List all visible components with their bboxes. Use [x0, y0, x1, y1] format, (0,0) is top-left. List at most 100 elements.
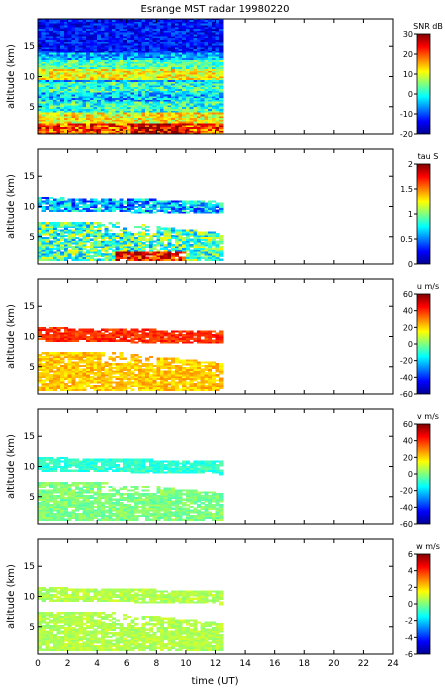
- heatmap-cell: [211, 92, 216, 95]
- heatmap-cell: [167, 204, 172, 207]
- heatmap-cell: [160, 123, 165, 126]
- heatmap-cell: [38, 39, 43, 42]
- heatmap-cell: [137, 88, 142, 91]
- heatmap-cell: [200, 35, 205, 39]
- heatmap-cell: [45, 45, 50, 48]
- heatmap-cell: [111, 21, 117, 24]
- heatmap-cell: [141, 106, 146, 109]
- heatmap-cell: [100, 253, 105, 256]
- heatmap-cell: [130, 50, 135, 53]
- heatmap-cell: [115, 330, 120, 333]
- heatmap-cell: [60, 196, 65, 200]
- heatmap-cell: [100, 234, 105, 238]
- heatmap-cell: [82, 368, 87, 371]
- heatmap-cell: [60, 45, 65, 48]
- heatmap-cell: [137, 61, 142, 64]
- heatmap-cell: [56, 330, 61, 333]
- heatmap-cell: [174, 108, 179, 111]
- heatmap-cell: [115, 32, 120, 35]
- heatmap-cell: [41, 46, 46, 50]
- heatmap-cell: [204, 249, 209, 252]
- heatmap-cell: [219, 41, 224, 44]
- heatmap-cell: [86, 128, 91, 131]
- heatmap-cell: [74, 366, 80, 369]
- heatmap-cell: [104, 30, 109, 33]
- heatmap-cell: [38, 132, 43, 134]
- heatmap-cell: [119, 334, 124, 337]
- heatmap-cell: [100, 55, 105, 59]
- heatmap-cell: [130, 238, 135, 241]
- heatmap-cell: [71, 75, 76, 79]
- heatmap-cell: [171, 57, 176, 60]
- heatmap-cell: [211, 48, 216, 51]
- heatmap-cell: [86, 126, 91, 129]
- heatmap-cell: [104, 90, 109, 93]
- heatmap-cell: [49, 330, 54, 333]
- heatmap-cell: [97, 30, 102, 33]
- heatmap-cell: [148, 50, 154, 53]
- heatmap-cell: [174, 247, 179, 250]
- heatmap-cell: [45, 46, 50, 50]
- heatmap-cell: [52, 108, 57, 111]
- heatmap-cell: [60, 326, 65, 330]
- heatmap-cell: [178, 90, 183, 93]
- heatmap-cell: [93, 54, 98, 57]
- heatmap-cell: [208, 65, 213, 68]
- heatmap-cell: [160, 227, 165, 230]
- heatmap-cell: [171, 61, 176, 64]
- heatmap-cell: [115, 332, 120, 335]
- heatmap-cell: [74, 108, 80, 111]
- heatmap-cell: [63, 119, 68, 122]
- heatmap-cell: [137, 94, 142, 97]
- heatmap-cell: [89, 79, 94, 82]
- heatmap-cell: [108, 23, 113, 26]
- heatmap-cell: [130, 106, 135, 109]
- heatmap-cell: [200, 88, 205, 91]
- heatmap-cell: [56, 50, 61, 53]
- heatmap-cell: [152, 245, 157, 249]
- heatmap-cell: [115, 225, 120, 229]
- heatmap-cell: [89, 97, 94, 100]
- heatmap-cell: [219, 108, 224, 111]
- heatmap-cell: [100, 95, 105, 99]
- heatmap-cell: [115, 115, 120, 119]
- heatmap-cell: [100, 84, 105, 88]
- heatmap-cell: [115, 35, 120, 39]
- heatmap-cell: [185, 81, 191, 84]
- heatmap-cell: [38, 37, 43, 40]
- heatmap-cell: [126, 104, 131, 108]
- heatmap-cell: [200, 46, 205, 50]
- heatmap-cell: [67, 75, 72, 79]
- heatmap-cell: [182, 74, 187, 77]
- heatmap-cell: [156, 25, 161, 28]
- heatmap-cell: [63, 204, 68, 207]
- heatmap-cell: [63, 23, 68, 26]
- heatmap-cell: [38, 256, 43, 259]
- heatmap-cell: [104, 32, 109, 35]
- heatmap-cell: [111, 25, 117, 28]
- heatmap-cell: [141, 104, 146, 108]
- heatmap-cell: [38, 366, 43, 369]
- heatmap-cell: [156, 121, 161, 124]
- heatmap-cell: [93, 66, 98, 70]
- heatmap-cell: [145, 21, 150, 24]
- heatmap-cell: [104, 25, 109, 28]
- heatmap-cell: [167, 112, 172, 115]
- heatmap-cell: [145, 233, 150, 236]
- heatmap-cell: [130, 37, 135, 40]
- heatmap-cell: [156, 204, 161, 207]
- heatmap-cell: [63, 234, 68, 238]
- heatmap-cell: [204, 231, 209, 234]
- heatmap-cell: [178, 130, 183, 133]
- heatmap-cell: [130, 30, 135, 33]
- heatmap-cell: [193, 233, 198, 236]
- heatmap-cell: [134, 55, 139, 59]
- heatmap-cell: [211, 86, 216, 90]
- heatmap-cell: [63, 117, 68, 120]
- heatmap-cell: [97, 28, 102, 31]
- heatmap-cell: [215, 251, 220, 254]
- heatmap-cell: [93, 119, 98, 122]
- heatmap-cell: [104, 101, 109, 104]
- heatmap-cell: [41, 112, 46, 115]
- heatmap-cell: [71, 229, 76, 232]
